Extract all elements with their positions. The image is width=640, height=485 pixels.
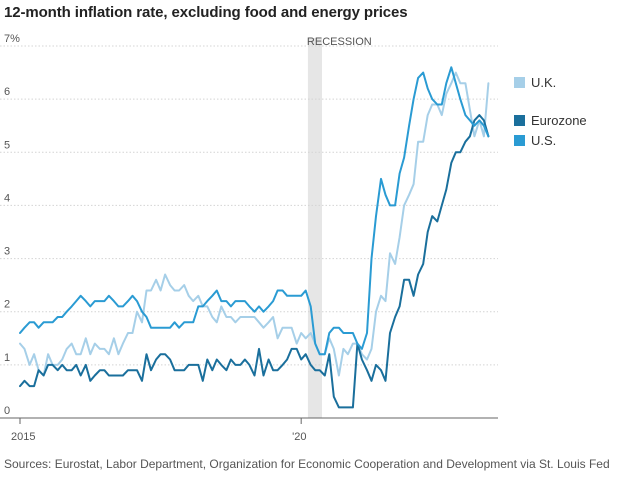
- y-tick-label: 4: [4, 192, 10, 204]
- series-line-us: [19, 66, 490, 356]
- y-tick-label: 7%: [4, 33, 20, 45]
- series-line-eurozone: [19, 114, 490, 409]
- y-tick-label: 1: [4, 352, 10, 364]
- legend-label-eurozone: Eurozone: [531, 113, 587, 128]
- recession-band: [307, 38, 322, 418]
- legend-swatch-us: [514, 135, 525, 146]
- source-note: Sources: Eurostat, Labor Department, Org…: [4, 457, 610, 471]
- legend-swatch-eurozone: [514, 115, 525, 126]
- legend-label-us: U.S.: [531, 133, 556, 148]
- y-tick-label: 5: [4, 139, 10, 151]
- y-tick-label: 0: [4, 405, 10, 417]
- x-tick-label: 2015: [11, 431, 35, 443]
- recession-label: RECESSION: [307, 36, 372, 48]
- chart-title: 12-month inflation rate, excluding food …: [4, 4, 408, 21]
- series-lines: [19, 66, 490, 409]
- y-tick-label: 2: [4, 299, 10, 311]
- y-tick-label: 6: [4, 86, 10, 98]
- recession-group: RECESSION: [307, 36, 372, 418]
- legend: U.K. Eurozone U.S.: [514, 75, 587, 148]
- line-chart: RECESSION 7% 6 5 4 3 2 1 0 2015 '20 U.K. Eurozone…: [0, 33, 587, 443]
- x-axis-ticks: 2015 '20: [11, 418, 307, 443]
- x-tick-label: '20: [292, 431, 306, 443]
- y-axis-ticks: 7% 6 5 4 3 2 1 0: [4, 33, 20, 417]
- series-line-uk: [19, 71, 490, 377]
- legend-label-uk: U.K.: [531, 75, 556, 90]
- gridlines: [0, 45, 498, 419]
- y-tick-label: 3: [4, 246, 10, 258]
- legend-swatch-uk: [514, 77, 525, 88]
